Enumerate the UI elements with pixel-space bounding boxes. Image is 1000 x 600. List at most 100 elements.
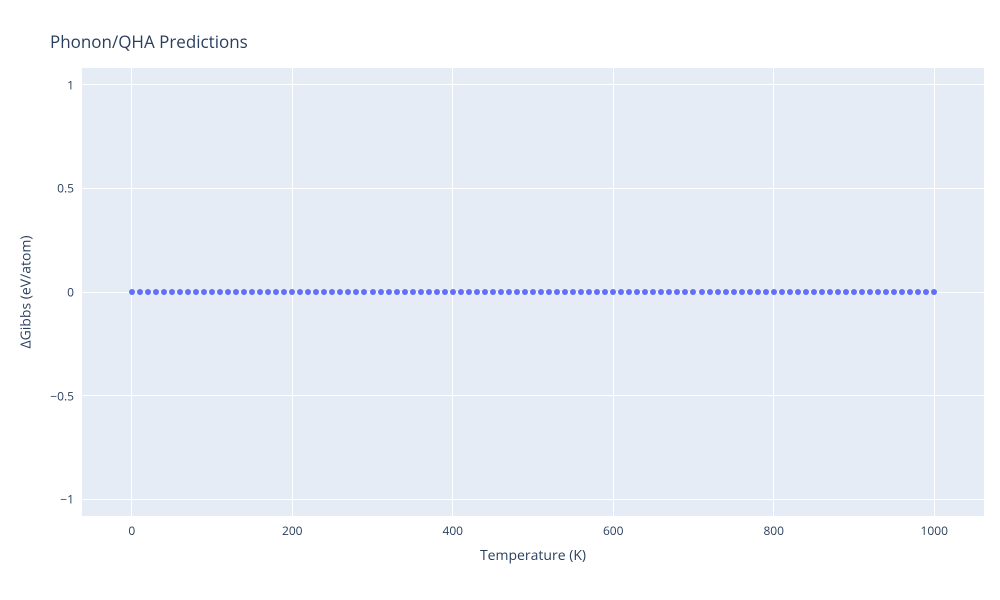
data-point[interactable] — [442, 289, 448, 295]
data-point[interactable] — [859, 289, 865, 295]
data-point[interactable] — [931, 289, 937, 295]
data-point[interactable] — [747, 289, 753, 295]
data-point[interactable] — [217, 289, 223, 295]
data-point[interactable] — [915, 289, 921, 295]
data-point[interactable] — [923, 289, 929, 295]
data-point[interactable] — [755, 289, 761, 295]
data-point[interactable] — [209, 289, 215, 295]
data-point[interactable] — [731, 289, 737, 295]
data-point[interactable] — [642, 289, 648, 295]
data-point[interactable] — [329, 289, 335, 295]
data-point[interactable] — [426, 289, 432, 295]
data-point[interactable] — [795, 289, 801, 295]
data-point[interactable] — [490, 289, 496, 295]
data-point[interactable] — [281, 289, 287, 295]
data-point[interactable] — [153, 289, 159, 295]
data-point[interactable] — [241, 289, 247, 295]
data-point[interactable] — [875, 289, 881, 295]
data-point[interactable] — [787, 289, 793, 295]
data-point[interactable] — [763, 289, 769, 295]
data-point[interactable] — [811, 289, 817, 295]
data-point[interactable] — [402, 289, 408, 295]
data-point[interactable] — [313, 289, 319, 295]
data-point[interactable] — [394, 289, 400, 295]
data-point[interactable] — [474, 289, 480, 295]
data-point[interactable] — [410, 289, 416, 295]
data-point[interactable] — [458, 289, 464, 295]
data-point[interactable] — [843, 289, 849, 295]
data-point[interactable] — [562, 289, 568, 295]
data-point[interactable] — [546, 289, 552, 295]
data-point[interactable] — [707, 289, 713, 295]
data-point[interactable] — [715, 289, 721, 295]
data-point[interactable] — [827, 289, 833, 295]
data-point[interactable] — [177, 289, 183, 295]
data-point[interactable] — [779, 289, 785, 295]
data-point[interactable] — [530, 289, 536, 295]
data-point[interactable] — [386, 289, 392, 295]
data-point[interactable] — [522, 289, 528, 295]
data-point[interactable] — [225, 289, 231, 295]
data-point[interactable] — [634, 289, 640, 295]
data-point[interactable] — [361, 289, 367, 295]
data-point[interactable] — [610, 289, 616, 295]
data-point[interactable] — [482, 289, 488, 295]
data-point[interactable] — [899, 289, 905, 295]
data-point[interactable] — [257, 289, 263, 295]
data-point[interactable] — [450, 289, 456, 295]
data-point[interactable] — [498, 289, 504, 295]
data-point[interactable] — [233, 289, 239, 295]
data-point[interactable] — [666, 289, 672, 295]
data-point[interactable] — [618, 289, 624, 295]
data-point[interactable] — [265, 289, 271, 295]
data-point[interactable] — [578, 289, 584, 295]
data-point[interactable] — [161, 289, 167, 295]
data-point[interactable] — [289, 289, 295, 295]
data-point[interactable] — [682, 289, 688, 295]
data-point[interactable] — [570, 289, 576, 295]
data-point[interactable] — [353, 289, 359, 295]
data-point[interactable] — [594, 289, 600, 295]
data-point[interactable] — [835, 289, 841, 295]
data-point[interactable] — [305, 289, 311, 295]
data-point[interactable] — [819, 289, 825, 295]
data-point[interactable] — [370, 289, 376, 295]
data-point[interactable] — [193, 289, 199, 295]
data-point[interactable] — [851, 289, 857, 295]
data-point[interactable] — [650, 289, 656, 295]
data-point[interactable] — [699, 289, 705, 295]
data-point[interactable] — [867, 289, 873, 295]
data-point[interactable] — [434, 289, 440, 295]
data-point[interactable] — [803, 289, 809, 295]
data-point[interactable] — [466, 289, 472, 295]
data-point[interactable] — [739, 289, 745, 295]
data-point[interactable] — [602, 289, 608, 295]
data-point[interactable] — [418, 289, 424, 295]
data-point[interactable] — [169, 289, 175, 295]
data-point[interactable] — [586, 289, 592, 295]
data-point[interactable] — [891, 289, 897, 295]
data-point[interactable] — [337, 289, 343, 295]
data-point[interactable] — [538, 289, 544, 295]
data-point[interactable] — [626, 289, 632, 295]
data-point[interactable] — [297, 289, 303, 295]
data-point[interactable] — [674, 289, 680, 295]
data-point[interactable] — [514, 289, 520, 295]
data-point[interactable] — [771, 289, 777, 295]
data-point[interactable] — [345, 289, 351, 295]
data-point[interactable] — [690, 289, 696, 295]
data-point[interactable] — [883, 289, 889, 295]
data-point[interactable] — [554, 289, 560, 295]
data-point[interactable] — [185, 289, 191, 295]
data-point[interactable] — [129, 289, 135, 295]
data-point[interactable] — [658, 289, 664, 295]
data-point[interactable] — [249, 289, 255, 295]
data-point[interactable] — [137, 289, 143, 295]
data-point[interactable] — [273, 289, 279, 295]
data-point[interactable] — [506, 289, 512, 295]
data-point[interactable] — [723, 289, 729, 295]
data-point[interactable] — [321, 289, 327, 295]
data-point[interactable] — [201, 289, 207, 295]
data-point[interactable] — [907, 289, 913, 295]
data-point[interactable] — [378, 289, 384, 295]
